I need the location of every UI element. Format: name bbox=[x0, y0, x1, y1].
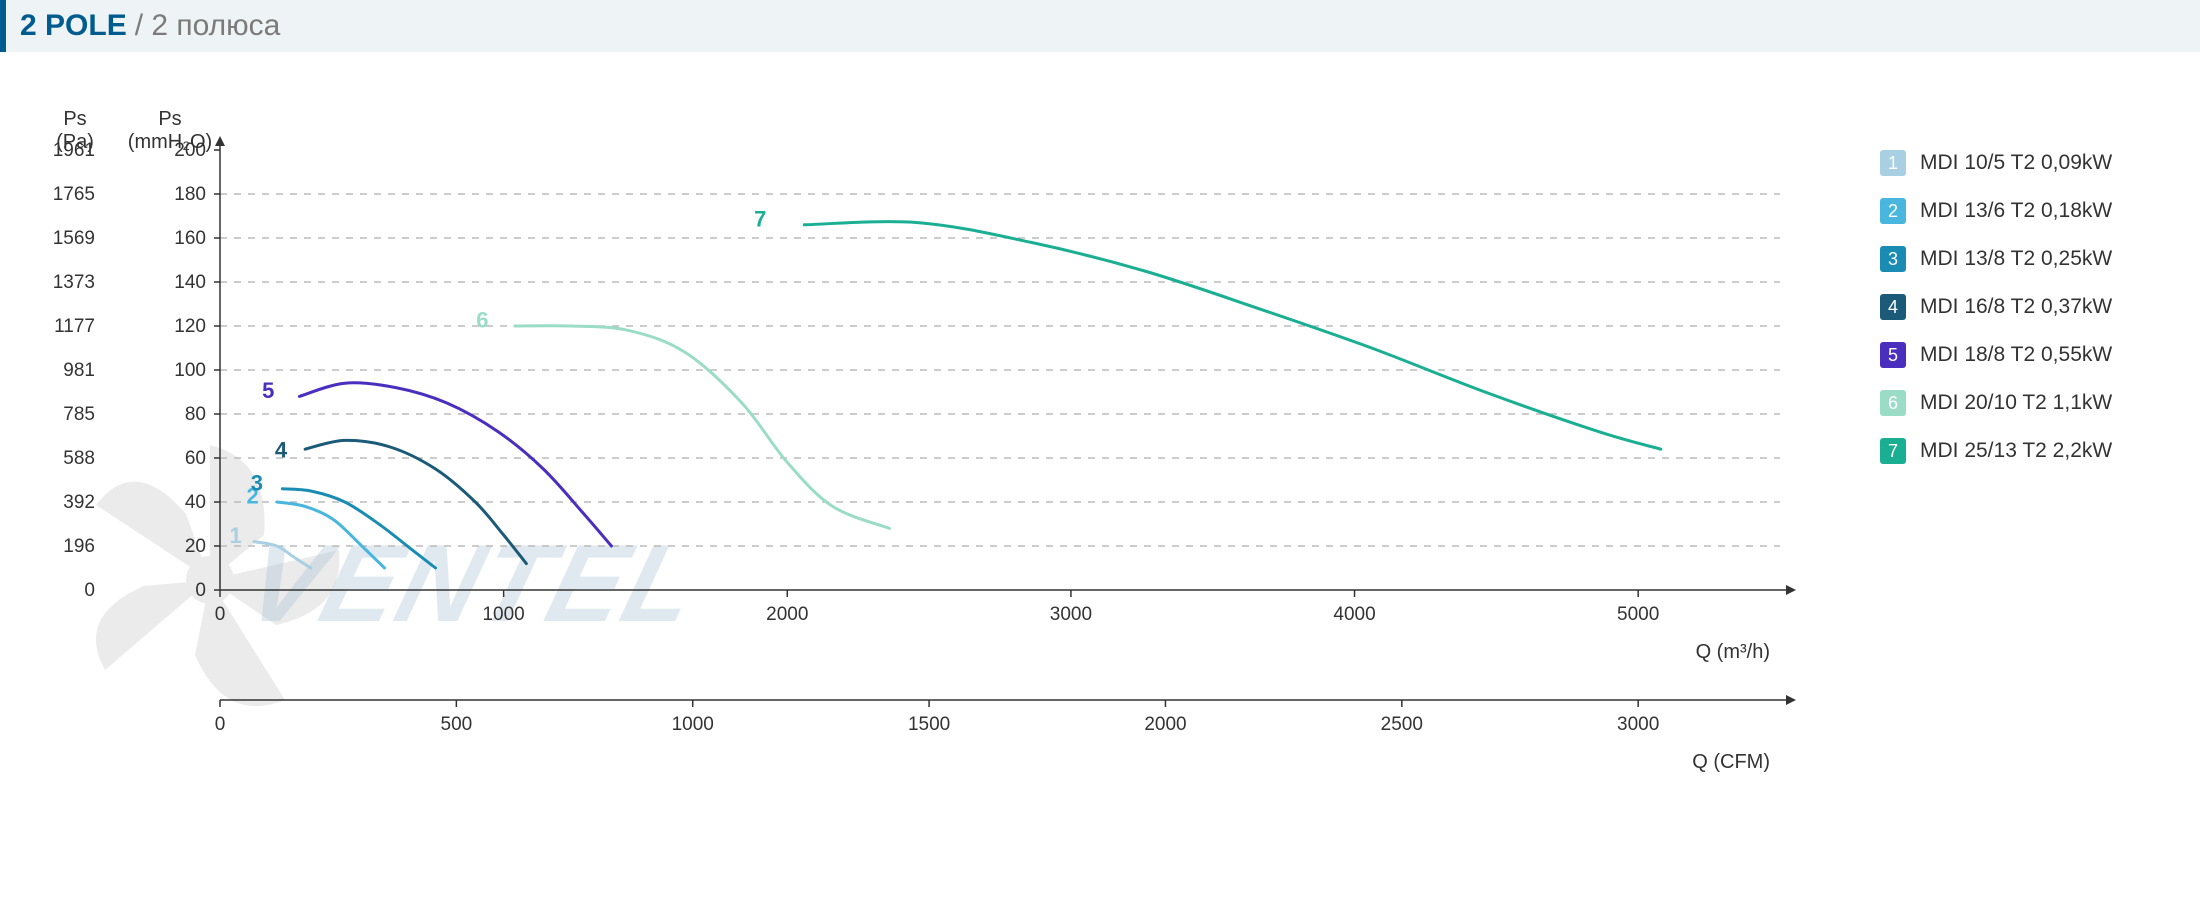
svg-text:3000: 3000 bbox=[1050, 604, 1092, 625]
svg-text:1961: 1961 bbox=[53, 140, 95, 161]
title-bar: 2 POLE / 2 полюса bbox=[0, 0, 2200, 52]
legend-item-4: 4 MDI 16/8 T2 0,37kW bbox=[1880, 294, 2180, 320]
curve-label-3: 3 bbox=[251, 470, 263, 495]
curve-label-1: 1 bbox=[229, 523, 241, 548]
svg-text:0: 0 bbox=[195, 580, 206, 601]
legend-label: MDI 13/6 T2 0,18kW bbox=[1920, 199, 2112, 223]
curve-5 bbox=[299, 383, 611, 546]
legend-item-6: 6 MDI 20/10 T2 1,1kW bbox=[1880, 390, 2180, 416]
legend-label: MDI 13/8 T2 0,25kW bbox=[1920, 247, 2112, 271]
curve-label-5: 5 bbox=[262, 378, 274, 403]
svg-text:0: 0 bbox=[84, 580, 95, 601]
svg-text:588: 588 bbox=[63, 448, 95, 469]
curve-label-7: 7 bbox=[754, 206, 766, 231]
legend-item-1: 1 MDI 10/5 T2 0,09kW bbox=[1880, 150, 2180, 176]
svg-text:120: 120 bbox=[174, 316, 206, 337]
svg-text:100: 100 bbox=[174, 360, 206, 381]
title-light: / 2 полюса bbox=[135, 9, 281, 43]
legend-item-2: 2 MDI 13/6 T2 0,18kW bbox=[1880, 198, 2180, 224]
curve-3 bbox=[282, 489, 435, 568]
legend-badge: 5 bbox=[1880, 342, 1906, 368]
curve-7 bbox=[804, 222, 1661, 450]
svg-text:20: 20 bbox=[185, 536, 206, 557]
legend-badge: 3 bbox=[1880, 246, 1906, 272]
svg-text:2000: 2000 bbox=[1144, 714, 1186, 735]
svg-text:1373: 1373 bbox=[53, 272, 95, 293]
legend: 1MDI 10/5 T2 0,09kW2MDI 13/6 T2 0,18kW3M… bbox=[1880, 150, 2180, 486]
svg-text:200: 200 bbox=[174, 140, 206, 161]
legend-item-3: 3 MDI 13/8 T2 0,25kW bbox=[1880, 246, 2180, 272]
svg-text:140: 140 bbox=[174, 272, 206, 293]
legend-badge: 2 bbox=[1880, 198, 1906, 224]
svg-text:Ps: Ps bbox=[158, 108, 181, 130]
svg-text:1569: 1569 bbox=[53, 228, 95, 249]
legend-badge: 6 bbox=[1880, 390, 1906, 416]
svg-text:1000: 1000 bbox=[672, 714, 714, 735]
svg-text:1500: 1500 bbox=[908, 714, 950, 735]
svg-text:60: 60 bbox=[185, 448, 206, 469]
legend-label: MDI 25/13 T2 2,2kW bbox=[1920, 439, 2112, 463]
svg-text:981: 981 bbox=[63, 360, 95, 381]
svg-text:80: 80 bbox=[185, 404, 206, 425]
svg-text:180: 180 bbox=[174, 184, 206, 205]
svg-text:1000: 1000 bbox=[482, 604, 524, 625]
legend-badge: 4 bbox=[1880, 294, 1906, 320]
legend-label: MDI 10/5 T2 0,09kW bbox=[1920, 151, 2112, 175]
legend-label: MDI 20/10 T2 1,1kW bbox=[1920, 391, 2112, 415]
svg-text:3000: 3000 bbox=[1617, 714, 1659, 735]
svg-text:1765: 1765 bbox=[53, 184, 95, 205]
svg-text:196: 196 bbox=[63, 536, 95, 557]
legend-badge: 7 bbox=[1880, 438, 1906, 464]
svg-text:5000: 5000 bbox=[1617, 604, 1659, 625]
svg-text:160: 160 bbox=[174, 228, 206, 249]
legend-badge: 1 bbox=[1880, 150, 1906, 176]
svg-text:500: 500 bbox=[441, 714, 473, 735]
title-bold: 2 POLE bbox=[20, 9, 127, 43]
svg-text:0: 0 bbox=[215, 604, 226, 625]
svg-text:Q (m³/h): Q (m³/h) bbox=[1696, 641, 1770, 663]
legend-label: MDI 16/8 T2 0,37kW bbox=[1920, 295, 2112, 319]
legend-item-5: 5 MDI 18/8 T2 0,55kW bbox=[1880, 342, 2180, 368]
curve-label-4: 4 bbox=[275, 437, 288, 462]
svg-text:1177: 1177 bbox=[54, 316, 95, 337]
svg-text:785: 785 bbox=[63, 404, 95, 425]
svg-text:392: 392 bbox=[63, 492, 95, 513]
legend-label: MDI 18/8 T2 0,55kW bbox=[1920, 343, 2112, 367]
svg-text:2000: 2000 bbox=[766, 604, 808, 625]
svg-text:0: 0 bbox=[215, 714, 226, 735]
svg-text:Ps: Ps bbox=[63, 108, 86, 130]
svg-text:Q (CFM): Q (CFM) bbox=[1692, 751, 1770, 773]
svg-text:4000: 4000 bbox=[1333, 604, 1375, 625]
performance-chart: Ps(Pa)Ps(mmH₂O)0020196403926058880785100… bbox=[20, 90, 1820, 860]
svg-text:2500: 2500 bbox=[1381, 714, 1423, 735]
svg-text:40: 40 bbox=[185, 492, 206, 513]
curve-label-6: 6 bbox=[476, 308, 488, 333]
legend-item-7: 7 MDI 25/13 T2 2,2kW bbox=[1880, 438, 2180, 464]
